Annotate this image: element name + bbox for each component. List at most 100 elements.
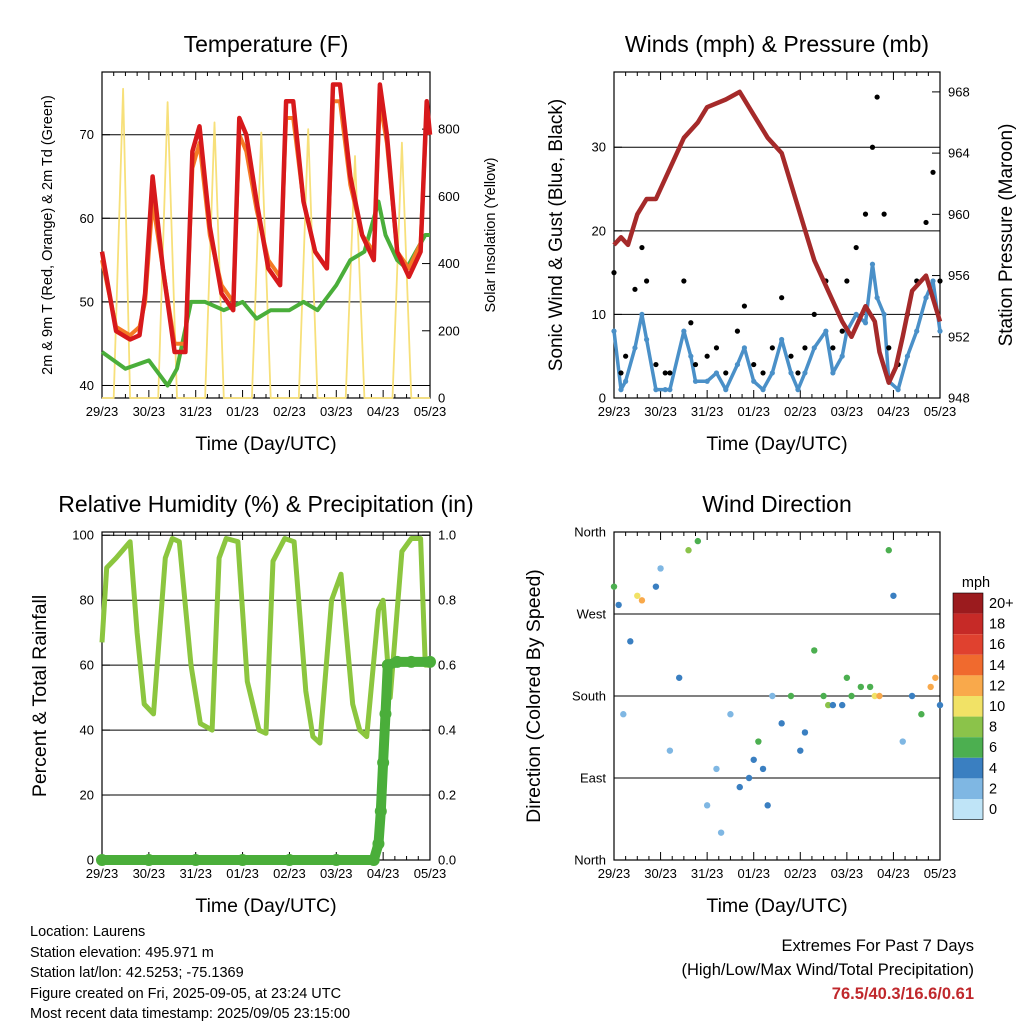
x-tick-label: 30/23	[644, 866, 677, 881]
wind-point	[632, 345, 638, 351]
gust-point	[881, 211, 887, 217]
x-axis-label: Time (Day/UTC)	[195, 895, 336, 917]
legend-swatch	[953, 675, 983, 696]
wind-point	[681, 328, 687, 334]
recent-timestamp: Most recent data timestamp: 2025/09/05 2…	[30, 1006, 351, 1022]
x-tick-label: 05/23	[414, 866, 447, 881]
wind-point	[937, 328, 943, 334]
y2-tick-label: 952	[948, 329, 970, 344]
direction-point	[876, 692, 883, 700]
wind-point	[704, 378, 710, 384]
station-location: Location: Laurens	[30, 924, 146, 940]
wind-point	[811, 345, 817, 351]
wind-point	[751, 378, 757, 384]
gust-point	[760, 370, 766, 376]
x-tick-label: 05/23	[924, 866, 957, 881]
wind-point	[688, 353, 694, 359]
wind-point	[692, 378, 699, 384]
legend-label: 4	[989, 761, 997, 777]
x-tick-label: 30/23	[644, 404, 677, 419]
station-latlon: Station lat/lon: 42.5253; -75.1369	[30, 965, 244, 981]
x-tick-label: 03/23	[831, 404, 864, 419]
legend-label: 0	[989, 802, 997, 818]
x-tick-label: 02/23	[784, 404, 817, 419]
direction-point	[778, 720, 785, 727]
y2-tick-label: 600	[438, 189, 460, 204]
gust-point	[741, 303, 748, 309]
legend-swatch	[953, 593, 983, 614]
direction-point	[652, 583, 660, 590]
x-tick-label: 01/23	[737, 866, 770, 881]
x-tick-label: 31/23	[179, 404, 212, 419]
panel-humidity: 29/23 30/23 31/23 01/23 02/23 03/23 04/23 05/23…	[29, 491, 474, 917]
series-2m-t	[99, 82, 433, 355]
direction-point	[620, 711, 627, 718]
wind-point	[830, 370, 836, 376]
y-tick-label: 0	[599, 391, 606, 406]
wind-point	[788, 370, 794, 376]
direction-point	[885, 547, 892, 554]
plot-frame	[613, 71, 941, 399]
direction-point	[820, 692, 827, 700]
wind-point	[723, 387, 729, 393]
y-axis-label: 2m & 9m T (Red, Orange) & 2m Td (Green)	[40, 95, 56, 375]
wind-point	[839, 353, 845, 359]
y2-tick-label: 0.6	[438, 658, 456, 673]
direction-point	[685, 547, 692, 554]
wind-point	[741, 345, 748, 351]
station-elevation: Station elevation: 495.971 m	[30, 944, 214, 961]
direction-point	[759, 765, 767, 773]
direction-point	[908, 692, 916, 700]
legend-swatch	[953, 757, 983, 779]
direction-point	[727, 711, 734, 718]
y2-tick-label: 0.0	[438, 853, 456, 868]
y2-tick-label: 0	[438, 391, 445, 406]
y2-tick-label: 200	[438, 323, 460, 338]
gust-point	[632, 286, 638, 292]
chart-title: Wind Direction	[702, 491, 852, 517]
y-tick-label: 20	[80, 788, 94, 803]
y-tick-label: 80	[80, 593, 94, 608]
series-2m-td	[100, 199, 430, 388]
gust-point	[769, 345, 775, 351]
gust-point	[723, 370, 729, 376]
x-tick-label: 30/23	[133, 866, 166, 881]
direction-point	[713, 765, 720, 773]
series-wind	[612, 262, 942, 392]
x-tick-label: 31/23	[691, 404, 724, 419]
direction-point	[750, 756, 757, 763]
wind-point	[914, 328, 920, 334]
precip-point	[379, 707, 392, 720]
y-tick-label: 40	[80, 378, 94, 393]
precip-point	[189, 854, 202, 866]
wind-point	[639, 311, 645, 318]
extremes-values: 76.5/40.3/16.6/0.61	[831, 985, 974, 1003]
x-tick-label: 29/23	[86, 866, 119, 881]
gust-point	[802, 345, 808, 351]
legend-label: 20+	[989, 596, 1014, 612]
wind-point	[862, 320, 869, 326]
x-tick-label: 31/23	[179, 866, 212, 881]
legend-title: mph	[962, 575, 990, 591]
gust-point	[811, 311, 817, 318]
direction-point	[666, 747, 674, 754]
precip-point	[372, 837, 385, 850]
y2-tick-label: 0.2	[438, 788, 456, 803]
x-tick-label: 30/23	[133, 404, 166, 419]
gust-point	[830, 345, 836, 351]
precip-point	[381, 659, 394, 672]
y-tick-label: 0	[87, 853, 94, 868]
y-tick-label: 100	[72, 528, 94, 543]
gust-point	[692, 361, 699, 368]
x-tick-label: 01/23	[226, 404, 259, 419]
wind-point	[881, 311, 887, 318]
y2-tick-label: 960	[948, 207, 970, 222]
extremes-title: Extremes For Past 7 Days	[781, 937, 974, 955]
chart-title: Relative Humidity (%) & Precipitation (i…	[58, 491, 473, 517]
y2-tick-label: 948	[948, 391, 970, 406]
y-axis-label: Percent & Total Rainfall	[29, 595, 51, 797]
wind-point	[895, 387, 901, 393]
y-tick-label: 60	[80, 658, 94, 673]
gust-point	[681, 278, 687, 284]
direction-point	[936, 701, 944, 709]
